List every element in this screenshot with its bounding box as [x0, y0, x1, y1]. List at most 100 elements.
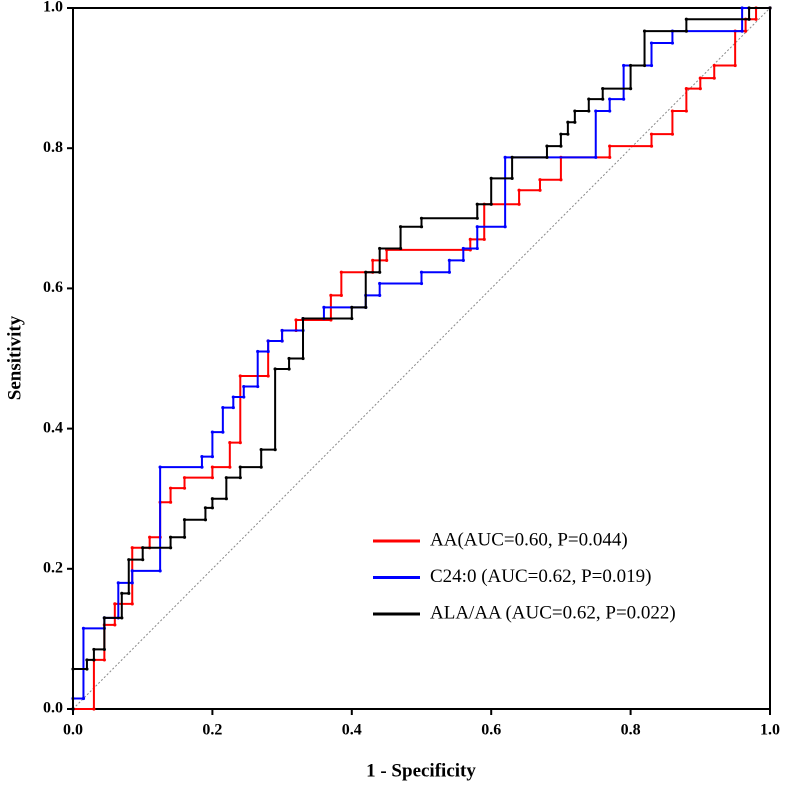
roc-point	[378, 281, 382, 286]
roc-point	[712, 76, 716, 80]
roc-point	[517, 202, 521, 206]
roc-point	[649, 41, 654, 45]
roc-point	[231, 405, 235, 410]
legend-label: AA(AUC=0.60, P=0.044)	[430, 529, 628, 550]
roc-point	[545, 144, 549, 148]
roc-point	[120, 616, 124, 620]
roc-point	[102, 658, 106, 662]
roc-point	[210, 497, 214, 501]
roc-point	[92, 647, 96, 652]
roc-point	[419, 281, 424, 286]
roc-point	[622, 63, 626, 68]
roc-point	[559, 178, 563, 182]
roc-point	[182, 486, 187, 490]
roc-point	[203, 506, 208, 510]
x-tick-label: 0.0	[63, 722, 83, 739]
roc-point	[489, 176, 493, 180]
roc-point	[503, 225, 507, 229]
roc-point	[280, 339, 284, 343]
roc-point	[242, 384, 246, 389]
roc-point	[510, 176, 514, 180]
roc-point	[684, 87, 688, 91]
roc-point	[168, 535, 173, 539]
roc-point	[120, 591, 124, 595]
roc-point	[141, 558, 145, 562]
roc-point	[182, 518, 187, 522]
roc-point	[102, 647, 106, 652]
roc-point	[130, 569, 134, 573]
roc-point	[608, 155, 612, 159]
roc-point	[273, 367, 277, 371]
roc-point	[622, 97, 626, 101]
roc-point	[329, 293, 333, 298]
roc-point	[238, 374, 242, 378]
roc-point	[468, 237, 472, 241]
y-axis-label: Sensitivity	[4, 315, 25, 400]
roc-point	[256, 384, 260, 389]
roc-point	[339, 293, 343, 298]
roc-point	[566, 120, 570, 124]
roc-point	[744, 29, 748, 33]
roc-point	[747, 6, 751, 10]
roc-point	[587, 109, 591, 113]
roc-point	[71, 707, 75, 711]
roc-point	[740, 6, 744, 10]
roc-point	[85, 667, 89, 671]
roc-point	[266, 339, 270, 343]
roc-point	[566, 132, 570, 136]
roc-point	[168, 486, 173, 490]
roc-point	[210, 430, 214, 434]
roc-point	[256, 349, 260, 354]
roc-point	[200, 465, 204, 469]
roc-point	[210, 465, 214, 469]
roc-point	[510, 155, 514, 159]
roc-point	[378, 293, 382, 298]
roc-point	[517, 188, 521, 192]
roc-point	[684, 109, 688, 113]
roc-point	[242, 395, 246, 399]
roc-point	[228, 465, 232, 469]
roc-point	[92, 658, 96, 662]
roc-point	[573, 120, 577, 124]
roc-point	[266, 349, 270, 354]
roc-point	[287, 367, 291, 371]
roc-point	[102, 616, 106, 620]
roc-point	[350, 316, 354, 321]
roc-point	[629, 63, 633, 68]
roc-point	[238, 476, 242, 480]
roc-point	[71, 667, 75, 671]
roc-point	[378, 270, 382, 274]
x-tick-label: 0.2	[202, 722, 222, 739]
roc-point	[273, 448, 277, 452]
roc-point	[350, 305, 354, 309]
x-axis-label: 1 - Specificity	[366, 760, 476, 781]
roc-point	[684, 17, 688, 21]
roc-point	[210, 476, 214, 480]
legend-label: C24:0 (AUC=0.62, P=0.019)	[430, 566, 651, 587]
roc-point	[301, 356, 305, 361]
roc-point	[294, 318, 298, 322]
roc-point	[698, 87, 702, 91]
roc-point	[594, 109, 598, 113]
roc-point	[608, 144, 612, 148]
roc-point	[649, 144, 654, 148]
roc-point	[364, 270, 368, 274]
roc-point	[559, 144, 563, 148]
roc-point	[608, 97, 612, 101]
roc-point	[113, 623, 117, 627]
roc-point	[642, 63, 647, 68]
roc-point	[378, 246, 382, 251]
roc-point	[301, 316, 305, 321]
roc-point	[754, 17, 758, 21]
roc-point	[503, 155, 507, 159]
roc-point	[322, 305, 326, 309]
y-tick-label: 0.4	[43, 419, 63, 436]
roc-point	[81, 626, 86, 630]
legend-label: ALA/AA (AUC=0.62, P=0.022)	[430, 602, 676, 623]
roc-point	[231, 395, 235, 399]
roc-point	[398, 246, 403, 251]
x-tick-label: 0.8	[621, 722, 641, 739]
roc-point	[259, 465, 263, 469]
roc-point	[475, 216, 479, 220]
roc-point	[475, 202, 479, 206]
